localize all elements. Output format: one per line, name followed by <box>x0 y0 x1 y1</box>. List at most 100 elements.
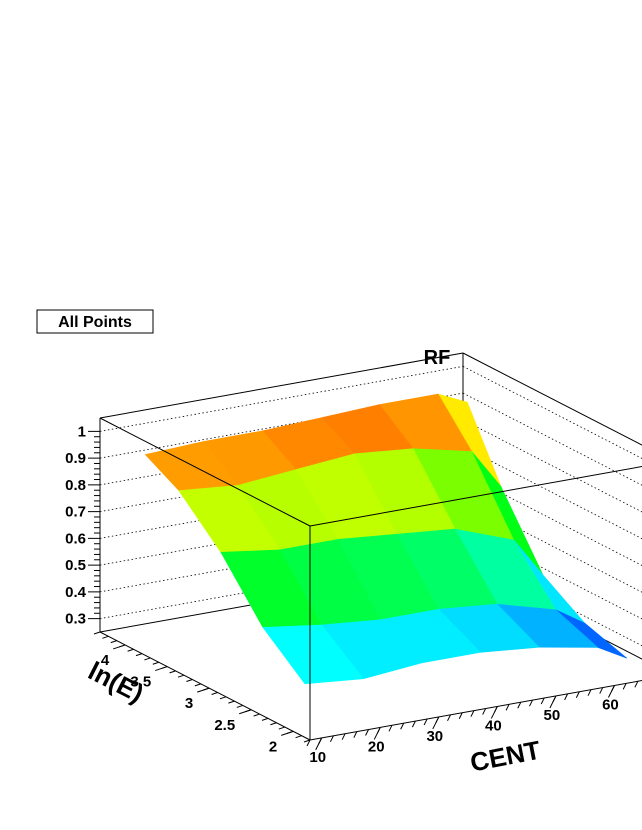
grid-line <box>462 553 642 647</box>
grid-line <box>99 365 464 432</box>
grid-line <box>462 526 642 620</box>
y-minor-tick <box>102 635 109 639</box>
y-minor-tick <box>219 696 227 700</box>
x-minor-tick <box>587 689 592 696</box>
box-edge <box>99 417 311 527</box>
x-minor-tick <box>329 735 334 743</box>
y-minor-tick <box>186 679 193 682</box>
grid-line <box>462 419 642 513</box>
grid-line <box>462 446 642 540</box>
z-tick-label: 1 <box>78 423 86 440</box>
y-axis-label: ln(E) <box>84 656 149 709</box>
x-minor-tick <box>353 731 358 738</box>
x-minor-tick <box>470 710 475 717</box>
y-minor-tick <box>295 735 302 739</box>
z-tick-label: 0.4 <box>65 584 87 601</box>
x-axis-label: CENT <box>468 735 543 778</box>
x-minor-tick <box>517 702 522 709</box>
y-axis-line <box>99 631 311 741</box>
grid-line <box>462 499 642 593</box>
x-tick-label: 10 <box>309 749 326 766</box>
z-axis-label: RF <box>424 347 451 369</box>
x-minor-tick <box>458 712 463 719</box>
y-minor-tick <box>303 739 311 743</box>
y-minor-tick <box>278 726 285 730</box>
x-minor-tick <box>599 687 604 694</box>
surface-cell <box>262 624 365 685</box>
x-minor-tick <box>505 704 510 711</box>
y-minor-tick <box>270 722 277 726</box>
y-minor-tick <box>287 730 294 734</box>
x-minor-tick <box>552 695 557 703</box>
x-minor-tick <box>447 714 451 722</box>
x-minor-tick <box>376 727 381 734</box>
z-tick-label: 0.6 <box>65 530 86 547</box>
y-minor-tick <box>261 717 269 721</box>
back-walls: 0.3 0.4 0.5 0.6 0.7 0.8 0.9 1 <box>65 352 642 660</box>
x-tick-label: 60 <box>602 696 619 713</box>
grid-line <box>462 366 642 459</box>
x-minor-tick <box>435 716 440 724</box>
y-minor-tick <box>152 661 159 665</box>
x-minor-tick <box>306 739 311 747</box>
z-tick-label: 0.5 <box>65 557 86 574</box>
y-minor-tick <box>194 683 201 687</box>
y-tick-label: 3.5 <box>130 674 151 691</box>
x-minor-tick <box>411 720 416 728</box>
x-minor-tick <box>529 699 533 707</box>
x-minor-tick <box>388 725 393 732</box>
y-minor-tick <box>236 704 243 708</box>
y-minor-tick <box>93 631 101 635</box>
box-edge <box>462 352 642 446</box>
z-tick-label: 0.8 <box>65 477 86 494</box>
x-minor-tick <box>564 693 569 701</box>
y-minor-tick <box>144 657 151 661</box>
x-minor-tick <box>611 685 615 692</box>
y-tick-label: 4 <box>101 652 110 669</box>
y-tick-label: 2 <box>269 738 277 755</box>
x-tick-label: 40 <box>485 717 502 734</box>
x-tick-label: 30 <box>426 728 443 745</box>
grid-line <box>462 473 642 566</box>
y-minor-tick <box>110 640 117 644</box>
y-tick-label: 2.5 <box>214 717 235 734</box>
y-minor-tick <box>211 692 218 695</box>
box-edge <box>309 466 642 527</box>
x-minor-tick <box>622 683 627 690</box>
x-minor-tick <box>493 706 498 713</box>
y-minor-tick <box>169 670 176 674</box>
y-minor-tick <box>253 713 260 717</box>
y-minor-tick <box>228 700 235 704</box>
surface <box>144 393 628 685</box>
front-box: 10 20 30 40 50 60 2 2.5 3 3.5 4 <box>93 417 642 766</box>
x-minor-tick <box>365 729 369 736</box>
y-tick-label: 3 <box>185 695 193 712</box>
y-minor-tick <box>135 653 143 657</box>
y-minor-tick <box>203 687 210 691</box>
y-minor-tick <box>245 709 252 713</box>
grid-line <box>462 392 642 486</box>
x-minor-tick <box>540 697 545 705</box>
y-minor-tick <box>127 648 134 652</box>
x-minor-tick <box>482 708 487 715</box>
y-minor-tick <box>177 674 185 678</box>
title-box <box>36 309 154 334</box>
x-minor-tick <box>400 723 405 730</box>
chart-title: All Points <box>58 314 132 331</box>
y-minor-tick <box>161 666 168 670</box>
box-edge <box>99 352 464 419</box>
x-minor-tick <box>575 691 580 698</box>
y-minor-tick <box>119 644 126 648</box>
z-tick-label: 0.3 <box>65 611 86 628</box>
x-axis-line <box>309 680 642 741</box>
x-tick-label: 50 <box>544 707 561 724</box>
z-tick-label: 0.7 <box>65 504 86 521</box>
x-minor-tick <box>318 737 323 745</box>
z-tick-label: 0.9 <box>65 450 86 467</box>
x-minor-tick <box>341 733 346 740</box>
x-minor-tick <box>423 718 428 726</box>
grid-line <box>99 392 464 459</box>
x-tick-label: 20 <box>368 738 385 755</box>
